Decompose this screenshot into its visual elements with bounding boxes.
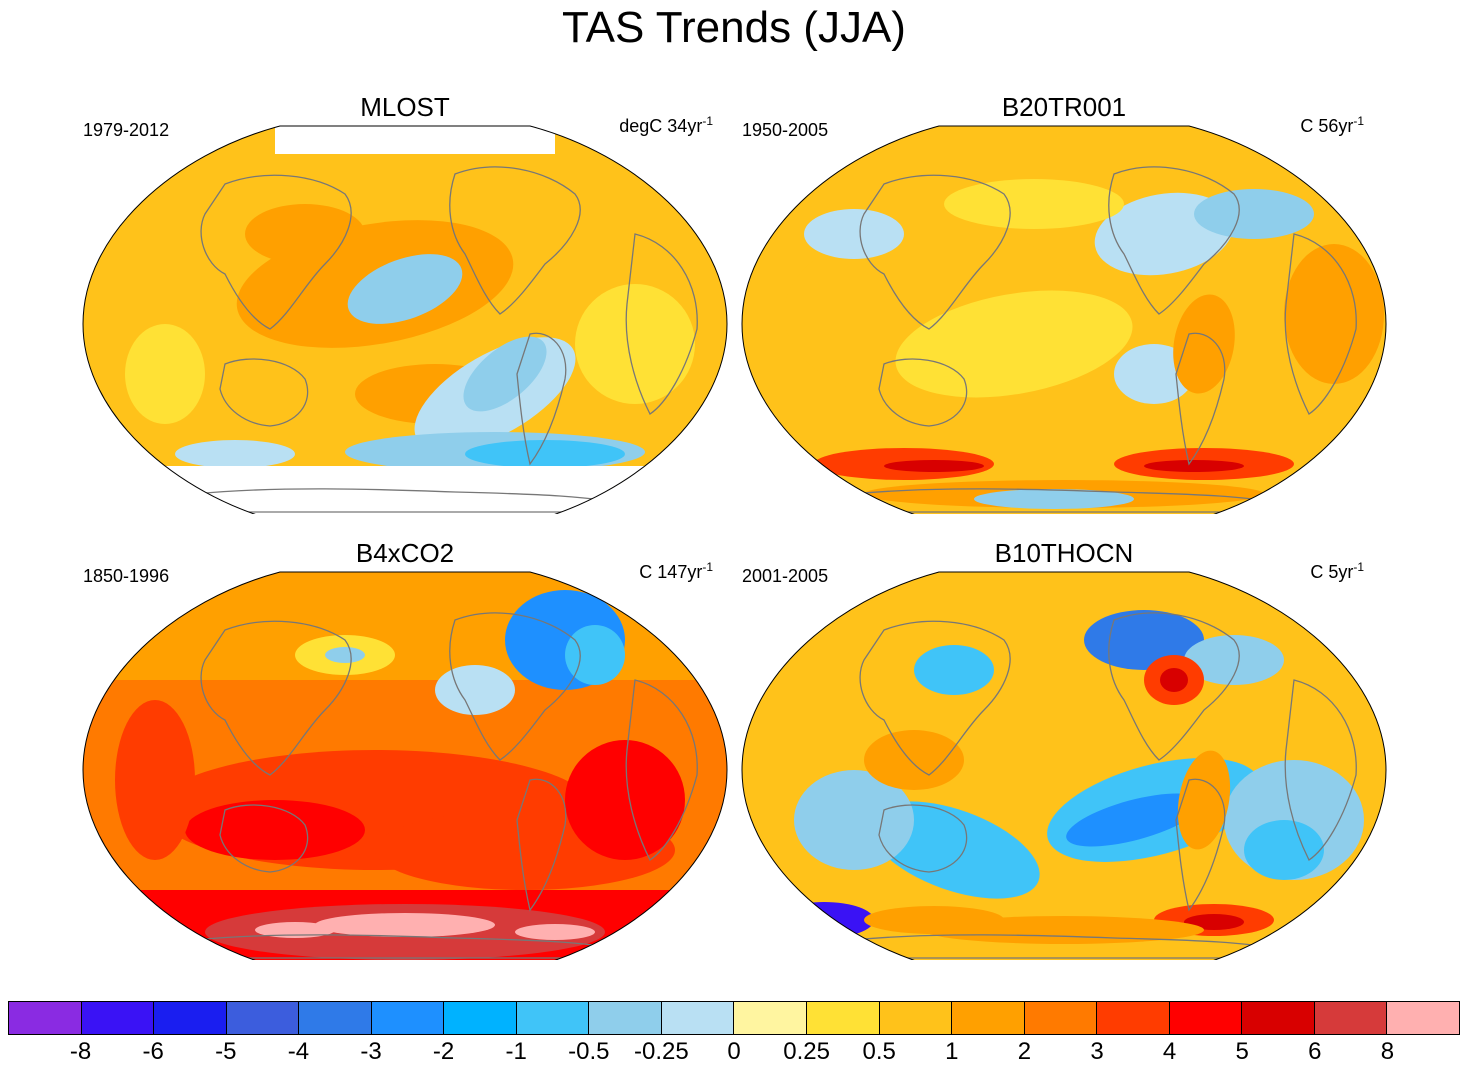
colorbar-box <box>371 1002 445 1034</box>
colorbar-label: -4 <box>287 1038 310 1065</box>
colorbar-label: -2 <box>432 1038 455 1065</box>
colorbar-label: -5 <box>215 1038 237 1065</box>
colorbar-box <box>299 1002 372 1034</box>
panel-title: B20TR001 <box>1001 92 1127 122</box>
colorbar-label: 1 <box>945 1038 959 1065</box>
world-map <box>82 571 728 960</box>
map-panel-b4xco2: B4xCO2 1850-1996 C 147yr-1 <box>75 538 735 960</box>
world-map <box>741 571 1387 960</box>
colorbar-label: 4 <box>1162 1038 1177 1065</box>
colorbar-box <box>807 1002 880 1034</box>
colorbar-box <box>1242 1002 1315 1034</box>
colorbar-label: -6 <box>142 1038 164 1065</box>
colorbar-box <box>1097 1002 1170 1034</box>
colorbar-box <box>226 1002 300 1034</box>
colorbar-box <box>9 1002 82 1034</box>
panel-units: C 147yr-1 <box>639 560 713 582</box>
colorbar-label: 0 <box>727 1038 741 1065</box>
colorbar <box>8 1001 1460 1035</box>
colorbar-box <box>1387 1002 1459 1034</box>
colorbar-label: 0.5 <box>862 1038 896 1065</box>
colorbar-label: 5 <box>1235 1038 1249 1065</box>
colorbar-labels: -8 -6 -5 -4 -3 -2 -1 -0.5 -0.25 0 0.25 0.5 1 2 3 4 5 6 8 <box>8 1038 1460 1074</box>
colorbar-label: -1 <box>505 1038 527 1065</box>
colorbar-box <box>1169 1002 1243 1034</box>
panel-period: 1979-2012 <box>83 120 170 140</box>
colorbar-box <box>1024 1002 1098 1034</box>
colorbar-label: 8 <box>1380 1038 1395 1065</box>
colorbar-label: -8 <box>69 1038 92 1065</box>
panel-period: 1850-1996 <box>83 566 170 586</box>
colorbar-label: 3 <box>1090 1038 1104 1065</box>
colorbar-label: 0.25 <box>783 1038 830 1065</box>
colorbar-box <box>81 1002 155 1034</box>
colorbar-box <box>1314 1002 1388 1034</box>
colorbar-box <box>516 1002 590 1034</box>
panel-units: C 5yr-1 <box>1310 560 1364 582</box>
panel-title: B10THOCN <box>994 538 1134 568</box>
colorbar-label: -0.25 <box>634 1038 689 1065</box>
colorbar-box <box>879 1002 953 1034</box>
world-map <box>82 125 728 514</box>
colorbar-label: 6 <box>1308 1038 1322 1065</box>
panel-units: C 56yr-1 <box>1300 114 1364 136</box>
map-panel-b20tr001: B20TR001 1950-2005 C 56yr-1 <box>734 92 1394 514</box>
colorbar-label: -3 <box>360 1038 382 1065</box>
panel-units: degC 34yr-1 <box>619 114 713 136</box>
world-map <box>741 125 1387 514</box>
map-panel-b10thocn: B10THOCN 2001-2005 C 5yr-1 <box>734 538 1394 960</box>
colorbar-box <box>444 1002 517 1034</box>
map-panel-mlost: MLOST 1979-2012 degC 34yr-1 <box>75 92 735 514</box>
panel-period: 2001-2005 <box>742 566 829 586</box>
colorbar-box <box>154 1002 227 1034</box>
colorbar-label: -0.5 <box>568 1038 610 1065</box>
colorbar-box <box>589 1002 662 1034</box>
colorbar-box <box>661 1002 735 1034</box>
panel-title: MLOST <box>360 92 450 122</box>
colorbar-label: 2 <box>1017 1038 1032 1065</box>
panel-title: B4xCO2 <box>355 538 455 568</box>
figure-title: TAS Trends (JJA) <box>562 3 906 52</box>
panel-period: 1950-2005 <box>742 120 829 140</box>
colorbar-box <box>734 1002 808 1034</box>
colorbar-box <box>952 1002 1025 1034</box>
